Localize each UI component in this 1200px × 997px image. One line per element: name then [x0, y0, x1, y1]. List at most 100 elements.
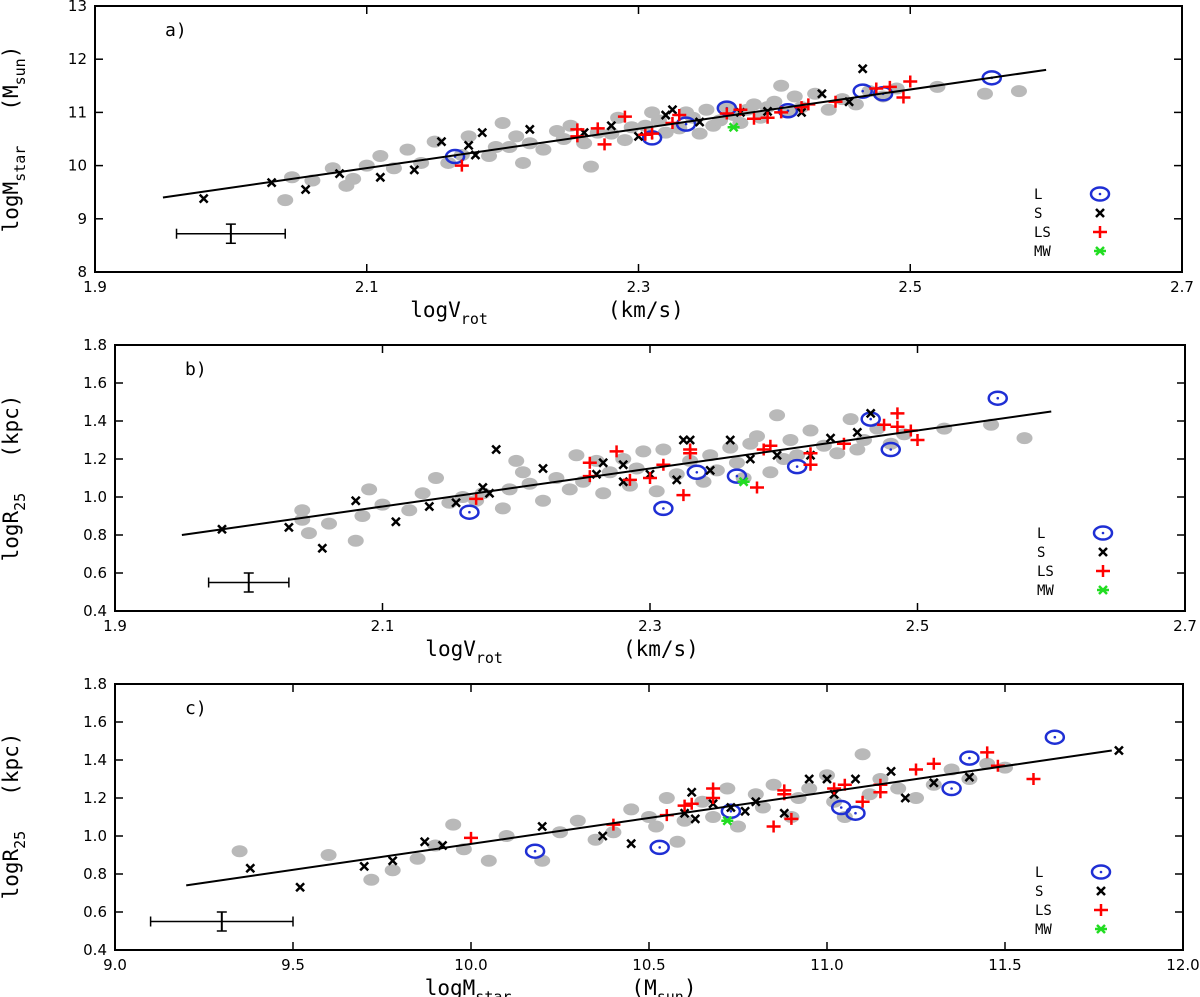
data-point-background: [773, 79, 790, 92]
data-point-background: [399, 143, 416, 156]
data-point-S: [857, 63, 868, 74]
x-tick-label: 10.5: [632, 956, 665, 974]
data-point-S: [524, 124, 535, 135]
data-point-background: [521, 477, 538, 490]
data-point-background: [623, 803, 640, 816]
data-point-L: [959, 750, 980, 766]
data-point-background: [294, 513, 311, 526]
data-point-LS: [746, 112, 761, 125]
marker-ring: [987, 390, 1008, 406]
marker-dot: [996, 396, 1000, 400]
y-tick-label: 1.8: [83, 675, 107, 693]
data-point-background: [782, 434, 799, 446]
marker-ring: [653, 500, 674, 517]
data-point-background: [320, 849, 337, 861]
data-point-S: [900, 793, 911, 803]
data-point-LS: [794, 101, 809, 114]
plot-frame: [94, 5, 1183, 273]
data-point-background: [728, 456, 745, 469]
data-point-background: [514, 466, 531, 479]
marker-dot: [662, 507, 665, 510]
data-point-background: [428, 472, 444, 484]
data-point-background: [890, 782, 907, 795]
data-point-S: [779, 808, 790, 819]
marker-dot: [1098, 192, 1102, 196]
data-point-S: [419, 836, 430, 847]
data-point-background: [847, 98, 864, 111]
data-point-LS: [656, 458, 671, 471]
x-tick-label: 2.3: [638, 617, 662, 635]
data-point-LS: [980, 746, 995, 759]
data-point-S: [817, 88, 827, 99]
data-point-LS: [803, 458, 818, 471]
legend-marker-s: [1096, 886, 1106, 896]
data-point-L: [786, 458, 808, 475]
data-point-background: [277, 194, 294, 207]
data-point-background: [494, 502, 511, 515]
y-tick-label: 1.0: [83, 827, 107, 845]
data-point-L: [653, 500, 674, 517]
data-point-background: [849, 443, 866, 456]
data-point-LS: [869, 82, 884, 95]
data-point-LS: [760, 111, 775, 124]
marker-dot: [968, 756, 971, 760]
marker-dot: [658, 846, 661, 849]
data-point-background: [786, 90, 803, 103]
data-point-background: [535, 494, 551, 507]
data-point-background: [345, 172, 362, 185]
data-point-background: [384, 864, 401, 877]
marker-ring: [1090, 864, 1112, 880]
data-point-background: [842, 413, 859, 426]
y-tick-label: 9: [77, 210, 87, 228]
data-point-LS: [877, 418, 892, 431]
data-point-background: [481, 150, 498, 163]
marker-ring: [1044, 729, 1066, 745]
marker-dot: [533, 849, 537, 853]
data-point-LS: [836, 437, 851, 450]
x-tick-label: 2.1: [371, 617, 395, 635]
panel-a: 1.9 2.1 2.3 2.5 2.7 8 9 10 11 12 13 a) logVrot (km/s)…: [0, 0, 1194, 328]
data-point-LS: [1026, 773, 1041, 785]
data-point-background: [819, 769, 835, 782]
data-point-background: [802, 424, 819, 437]
marker-ring: [524, 843, 546, 859]
data-point-MW: [737, 476, 750, 487]
y-tick-label: 8: [77, 263, 87, 281]
data-point-background: [765, 778, 782, 791]
data-point-S: [667, 104, 678, 115]
data-point-S: [477, 127, 488, 138]
legend-label-l: L: [1034, 187, 1042, 203]
data-point-S: [686, 787, 697, 798]
data-point-LS: [763, 439, 778, 452]
legend-marker-l: [1092, 525, 1114, 541]
data-point-S: [390, 516, 401, 527]
data-point-background: [508, 454, 525, 467]
data-point-S: [295, 882, 306, 893]
data-point-S: [685, 435, 696, 445]
data-point-background: [702, 449, 719, 462]
marker-dot: [869, 417, 872, 421]
data-point-LS: [590, 122, 605, 135]
data-point-S: [852, 427, 863, 438]
y-tick-label: 0.8: [83, 865, 107, 883]
x-tick-label: 10.0: [454, 956, 487, 974]
fit-line: [181, 410, 1052, 536]
marker-dot: [795, 465, 799, 468]
panel-b: 1.9 2.1 2.3 2.5 2.7 0.4 0.6 0.8 1.0 1.2 1.4 1.6 1.8 b…: [0, 336, 1197, 667]
legend-label-ls: LS: [1037, 564, 1054, 580]
data-point-background: [762, 466, 779, 479]
data-point-LS: [454, 159, 469, 172]
data-point-background: [1010, 85, 1027, 98]
marker-dot: [889, 448, 893, 451]
x-tick-label: 2.7: [1170, 278, 1194, 296]
data-point-background: [1016, 432, 1033, 445]
y-tick-label: 1.4: [83, 751, 107, 769]
data-point-background: [826, 795, 843, 808]
y-axis-label: logR25(kpc): [0, 395, 29, 562]
data-point-background: [766, 95, 783, 108]
data-point-S: [1114, 745, 1124, 756]
data-point-background: [676, 814, 693, 827]
marker-ring: [981, 70, 1003, 86]
data-point-background: [294, 504, 311, 517]
data-point-S: [772, 450, 782, 461]
